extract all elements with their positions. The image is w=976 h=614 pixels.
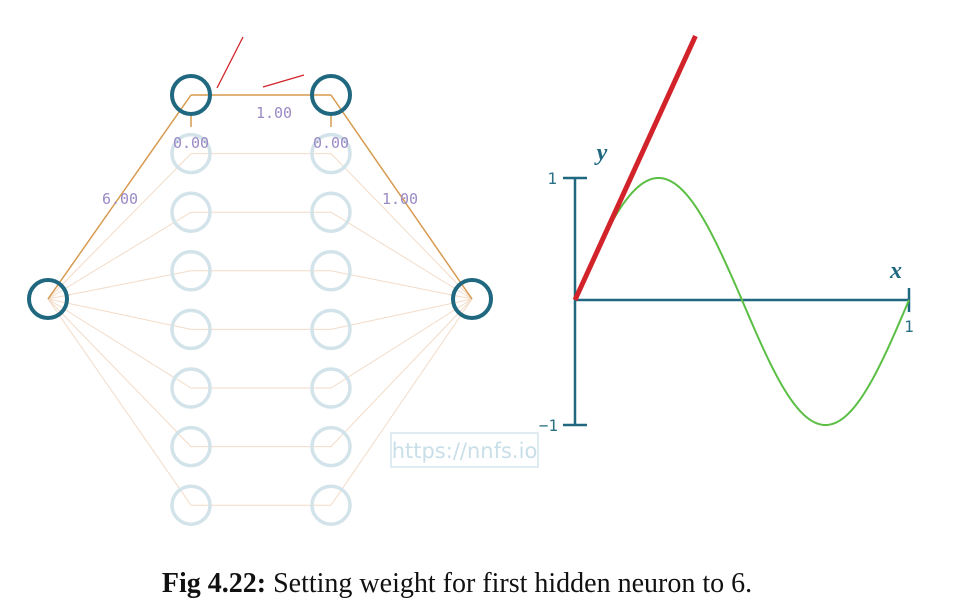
inactive-edge (330, 270, 473, 300)
inactive-edge (47, 211, 192, 300)
hidden1-neuron (170, 132, 212, 175)
active-edge-hidden2-output (330, 94, 473, 300)
inactive-edge (47, 270, 192, 300)
network-output-line (572, 34, 698, 302)
inactive-edge (330, 298, 473, 506)
inactive-edge (47, 298, 192, 506)
hidden2-neuron-active (310, 74, 352, 116)
weight-label-hidden2-output: 1.00 (382, 190, 418, 208)
inactive-edge (330, 298, 473, 447)
function-plot: 1 −1 1 y x (539, 34, 914, 435)
x-axis-label: x (889, 258, 902, 284)
hidden2-neuron (310, 191, 352, 233)
target-sine-curve (574, 176, 910, 427)
inactive-edge (330, 298, 473, 389)
bias-label-hidden2: 0.00 (313, 134, 349, 152)
red-annotation-mark (262, 74, 305, 88)
caption-text: Setting weight for first hidden neuron t… (266, 568, 752, 599)
watermark: https://nnfs.io (392, 439, 538, 463)
input-neuron (27, 278, 69, 320)
x-tick-right: 1 (904, 317, 914, 336)
inactive-edge (330, 298, 473, 330)
weight-label-input-hidden1: 6.00 (102, 190, 138, 208)
hidden1-neuron-active (170, 74, 212, 116)
weight-label-hidden1-hidden2: 1.00 (256, 104, 292, 122)
hidden2-neuron (310, 484, 352, 526)
hidden2-neuron (310, 308, 352, 351)
inactive-edge (330, 153, 473, 300)
inactive-edge (47, 153, 192, 300)
output-neuron (451, 278, 493, 320)
bias-label-hidden1: 0.00 (173, 134, 209, 152)
hidden2-neuron (310, 367, 352, 409)
hidden1-neuron (170, 308, 212, 351)
hidden2-neuron (310, 132, 352, 175)
watermark-box (390, 432, 539, 468)
network-neurons (27, 74, 493, 526)
hidden1-neuron (170, 367, 212, 409)
y-tick-bottom: −1 (539, 416, 558, 435)
hidden1-neuron (170, 250, 212, 292)
active-edge-input-hidden1 (47, 94, 192, 300)
inactive-edge (47, 298, 192, 389)
y-axis-label: y (594, 140, 608, 166)
inactive-edge (330, 211, 473, 300)
inactive-edge (47, 298, 192, 330)
hidden1-neuron (170, 425, 212, 468)
hidden1-neuron (170, 191, 212, 233)
inactive-edge (47, 298, 192, 447)
figure-caption: Fig 4.22: Setting weight for first hidde… (162, 568, 752, 599)
y-tick-top: 1 (547, 169, 557, 188)
red-annotation-mark (216, 36, 244, 89)
network-edges (47, 94, 473, 506)
hidden2-neuron (310, 425, 352, 468)
caption-label: Fig 4.22: (162, 568, 266, 599)
hidden1-neuron (170, 484, 212, 526)
hidden2-neuron (310, 250, 352, 292)
